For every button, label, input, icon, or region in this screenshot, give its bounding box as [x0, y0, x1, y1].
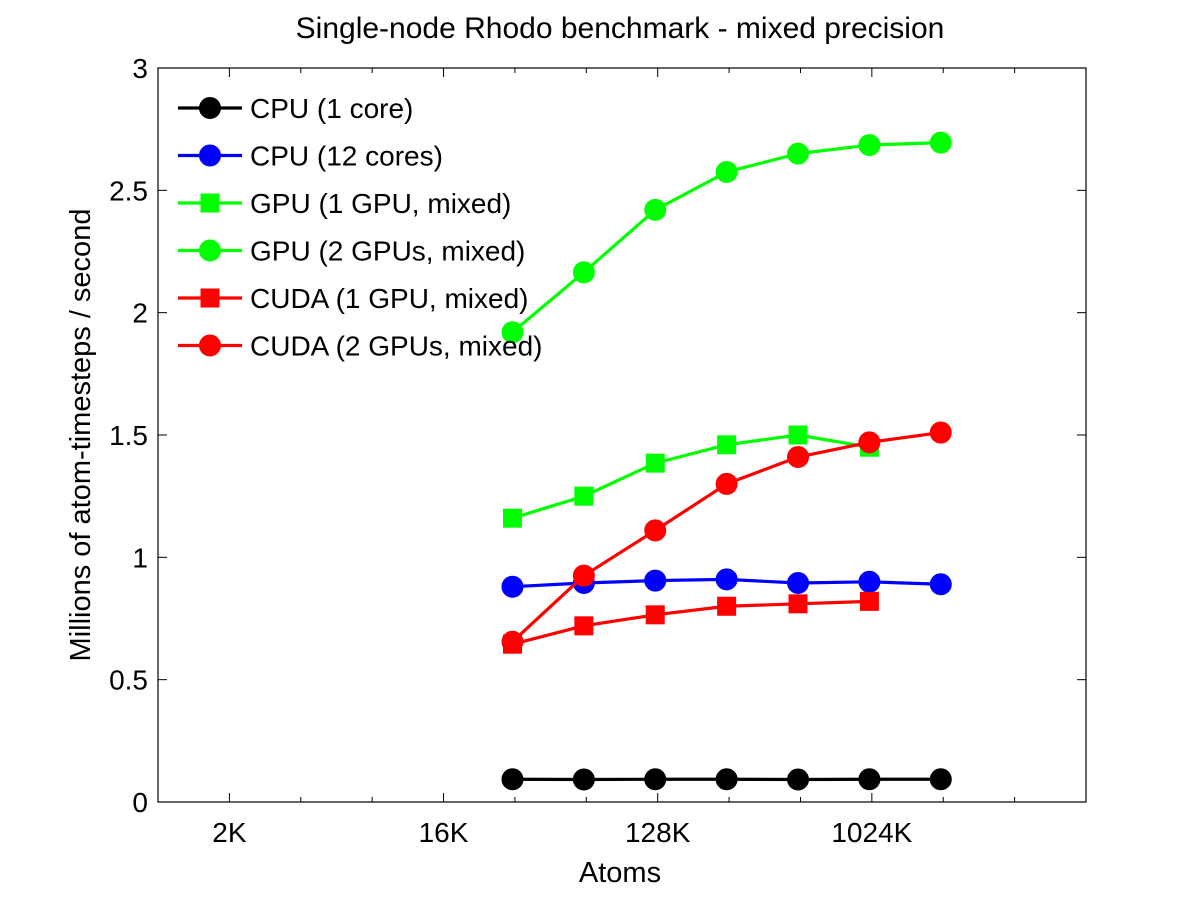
- legend-marker: [201, 194, 219, 212]
- legend-label: GPU (1 GPU, mixed): [250, 188, 511, 219]
- data-point: [502, 576, 523, 597]
- legend-label: GPU (2 GPUs, mixed): [250, 236, 525, 267]
- x-tick-label: 1024K: [831, 817, 912, 848]
- data-point: [716, 161, 737, 182]
- data-point: [716, 473, 737, 494]
- x-tick-label: 128K: [625, 817, 691, 848]
- data-point: [503, 509, 521, 527]
- data-point: [859, 135, 880, 156]
- data-point: [645, 199, 666, 220]
- data-point: [930, 574, 951, 595]
- data-point: [859, 571, 880, 592]
- data-point: [789, 426, 807, 444]
- data-point: [645, 769, 666, 790]
- y-axis-label: Millions of atom-timesteps / second: [65, 209, 97, 662]
- legend-marker: [200, 240, 221, 261]
- data-point: [930, 422, 951, 443]
- data-point: [859, 432, 880, 453]
- x-tick-label: 16K: [419, 817, 469, 848]
- data-point: [575, 617, 593, 635]
- data-point: [788, 143, 809, 164]
- legend-label: CPU (12 cores): [250, 141, 443, 172]
- y-tick-label: 2.5: [109, 175, 148, 206]
- legend-label: CUDA (1 GPU, mixed): [250, 283, 529, 314]
- y-tick-label: 0: [132, 787, 148, 818]
- data-point: [718, 597, 736, 615]
- data-point: [859, 769, 880, 790]
- data-point: [502, 769, 523, 790]
- data-point: [573, 262, 594, 283]
- y-tick-label: 2: [132, 298, 148, 329]
- x-tick-label: 2K: [212, 817, 247, 848]
- data-point: [502, 631, 523, 652]
- data-point: [930, 132, 951, 153]
- legend-marker: [201, 289, 219, 307]
- data-point: [646, 606, 664, 624]
- data-point: [789, 595, 807, 613]
- legend-marker: [200, 98, 221, 119]
- data-point: [645, 520, 666, 541]
- legend-marker: [200, 145, 221, 166]
- data-point: [788, 769, 809, 790]
- data-point: [716, 569, 737, 590]
- data-point: [860, 592, 878, 610]
- y-tick-label: 1: [132, 542, 148, 573]
- data-point: [788, 447, 809, 468]
- data-point: [788, 573, 809, 594]
- data-point: [930, 769, 951, 790]
- data-point: [573, 769, 594, 790]
- chart-title: Single-node Rhodo benchmark - mixed prec…: [296, 12, 945, 45]
- data-point: [646, 454, 664, 472]
- x-axis-label: Atoms: [579, 857, 661, 889]
- legend-marker: [200, 335, 221, 356]
- data-point: [575, 487, 593, 505]
- data-point: [573, 565, 594, 586]
- data-point: [718, 436, 736, 454]
- legend-label: CPU (1 core): [250, 93, 413, 124]
- y-tick-label: 0.5: [109, 665, 148, 696]
- data-point: [645, 570, 666, 591]
- y-tick-label: 1.5: [109, 420, 148, 451]
- legend-label: CUDA (2 GPUs, mixed): [250, 331, 543, 362]
- y-tick-label: 3: [132, 53, 148, 84]
- data-point: [716, 769, 737, 790]
